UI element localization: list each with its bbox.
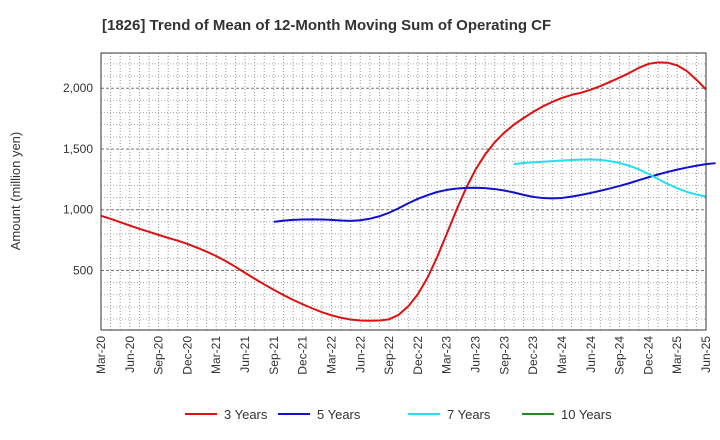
legend: 3 Years 5 Years 7 Years 10 Years [185,407,612,422]
x-tick-label: Jun-24 [584,336,598,373]
x-tick-label: Dec-24 [641,336,655,375]
plot-area: 500 1,000 1,500 2,000 Mar-20 Jun-20 Sep-20 Dec-… [63,52,716,375]
y-tick-label: 1,500 [63,142,93,156]
chart-title: [1826] Trend of Mean of 12-Month Moving … [102,17,551,34]
legend-label: 3 Years [224,407,268,422]
x-tick-label: Jun-20 [123,336,137,373]
x-tick-label: Jun-21 [238,336,252,373]
x-tick-label: Mar-24 [555,336,569,374]
x-tick-label: Mar-22 [324,336,338,374]
series-line-7-years [513,158,707,198]
legend-label: 10 Years [561,407,612,422]
x-tick-label: Jun-23 [469,336,483,373]
series-line-5-years [273,162,716,223]
plot-border [100,52,707,331]
x-tick-label: Sep-20 [152,336,166,375]
x-tick-label: Dec-21 [296,336,310,375]
y-axis-label: Amount (million yen) [8,132,23,251]
y-tick-label: 500 [73,263,93,277]
x-tick-label: Jun-22 [353,336,367,373]
x-tick-label: Mar-20 [94,336,108,374]
legend-label: 7 Years [447,407,491,422]
legend-label: 5 Years [317,407,361,422]
x-tick-label: Mar-21 [209,336,223,374]
x-tick-label: Dec-20 [180,336,194,375]
x-tick-label: Dec-23 [526,336,540,375]
x-tick-label: Sep-21 [267,336,281,375]
y-tick-label: 2,000 [63,81,93,95]
x-tick-label: Mar-25 [670,336,684,374]
series-line-3-years [100,61,707,322]
x-tick-label: Jun-25 [699,336,713,373]
x-tick-label: Sep-22 [382,336,396,375]
y-tick-label: 1,000 [63,203,93,217]
x-tick-label: Mar-23 [440,336,454,374]
plot-background [101,53,706,330]
x-tick-label: Sep-23 [497,336,511,375]
x-tick-label: Sep-24 [613,336,627,375]
x-tick-label: Dec-22 [411,336,425,375]
